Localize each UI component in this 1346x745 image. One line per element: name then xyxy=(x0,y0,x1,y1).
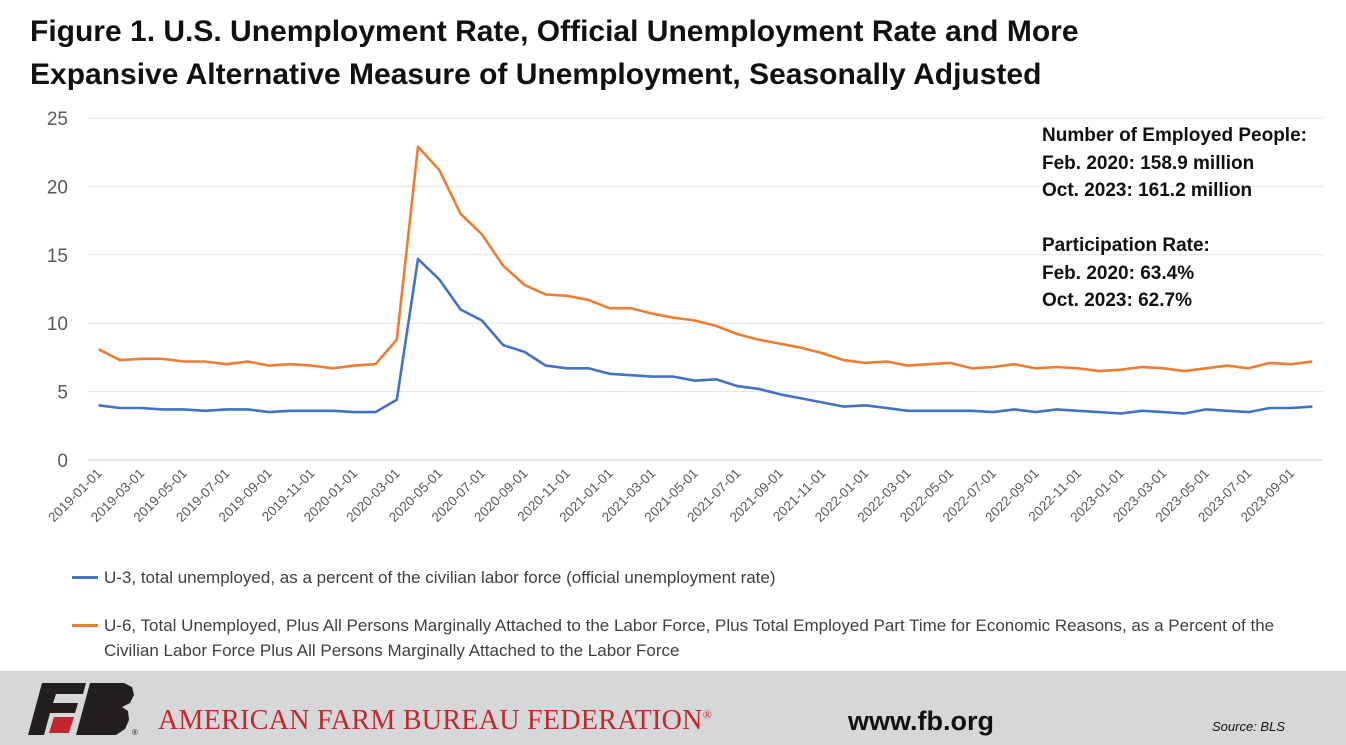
line-chart: 0 5 10 15 20 25 2019-01-012019-03-012019-05-0… xyxy=(45,109,1323,525)
x-axis-ticks: 2019-01-012019-03-012019-05-012019-07-01… xyxy=(45,466,1297,525)
participation-heading: Participation Rate: xyxy=(1042,235,1210,256)
participation-feb-2020: Feb. 2020: 63.4% xyxy=(1042,262,1195,284)
y-tick-label: 5 xyxy=(57,383,68,404)
legend-u3-label: U-3, total unemployed, as a percent of t… xyxy=(104,568,776,587)
y-tick-label: 20 xyxy=(47,177,68,198)
y-axis-ticks: 0 5 10 15 20 25 xyxy=(47,109,68,472)
annotation-box: Number of Employed People: Feb. 2020: 15… xyxy=(1042,122,1307,315)
footer-bar: ® AMERICAN FARM BUREAU FEDERATION® www.f… xyxy=(0,671,1346,745)
series-line-u3 xyxy=(98,257,1313,415)
employed-feb-2020: Feb. 2020: 158.9 million xyxy=(1042,152,1255,174)
legend-u3: U-3, total unemployed, as a percent of t… xyxy=(72,565,1332,590)
participation-oct-2023: Oct. 2023: 62.7% xyxy=(1042,290,1192,311)
chart-title: Figure 1. U.S. Unemployment Rate, Offici… xyxy=(30,10,1330,96)
organization-name: AMERICAN FARM BUREAU FEDERATION® xyxy=(158,705,713,736)
website-url[interactable]: www.fb.org xyxy=(848,706,994,736)
y-tick-label: 10 xyxy=(47,314,68,335)
farm-bureau-logo: ® xyxy=(28,683,138,735)
legend-u3-swatch xyxy=(72,576,98,579)
y-tick-label: 0 xyxy=(57,451,68,472)
employed-heading: Number of Employed People: xyxy=(1042,125,1307,146)
legend-u6: U-6, Total Unemployed, Plus All Persons … xyxy=(72,613,1332,663)
y-tick-label: 15 xyxy=(47,246,68,267)
chart-title-line-1: Figure 1. U.S. Unemployment Rate, Offici… xyxy=(30,15,1079,48)
y-tick-label: 25 xyxy=(47,109,68,130)
svg-text:®: ® xyxy=(132,728,138,735)
chart-title-line-2: Expansive Alternative Measure of Unemplo… xyxy=(30,58,1042,91)
series-lines xyxy=(98,145,1313,415)
employed-oct-2023: Oct. 2023: 161.2 million xyxy=(1042,180,1253,201)
series-line-u6 xyxy=(98,145,1313,373)
source-note: Source: BLS xyxy=(1212,719,1285,734)
legend-u6-swatch xyxy=(72,624,98,627)
legend-u6-label: U-6, Total Unemployed, Plus All Persons … xyxy=(104,616,1275,660)
